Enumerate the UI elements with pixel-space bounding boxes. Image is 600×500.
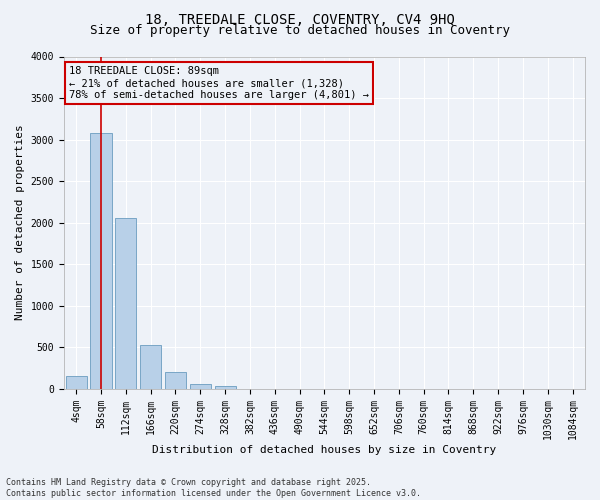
Bar bbox=[215, 386, 236, 388]
X-axis label: Distribution of detached houses by size in Coventry: Distribution of detached houses by size … bbox=[152, 445, 497, 455]
Bar bbox=[190, 384, 211, 388]
Bar bbox=[165, 372, 186, 388]
Y-axis label: Number of detached properties: Number of detached properties bbox=[15, 124, 25, 320]
Bar bbox=[91, 133, 112, 388]
Bar bbox=[115, 218, 136, 388]
Text: 18, TREEDALE CLOSE, COVENTRY, CV4 9HQ: 18, TREEDALE CLOSE, COVENTRY, CV4 9HQ bbox=[145, 12, 455, 26]
Bar bbox=[140, 346, 161, 389]
Bar bbox=[65, 376, 87, 388]
Text: Size of property relative to detached houses in Coventry: Size of property relative to detached ho… bbox=[90, 24, 510, 37]
Text: 18 TREEDALE CLOSE: 89sqm
← 21% of detached houses are smaller (1,328)
78% of sem: 18 TREEDALE CLOSE: 89sqm ← 21% of detach… bbox=[69, 66, 369, 100]
Text: Contains HM Land Registry data © Crown copyright and database right 2025.
Contai: Contains HM Land Registry data © Crown c… bbox=[6, 478, 421, 498]
